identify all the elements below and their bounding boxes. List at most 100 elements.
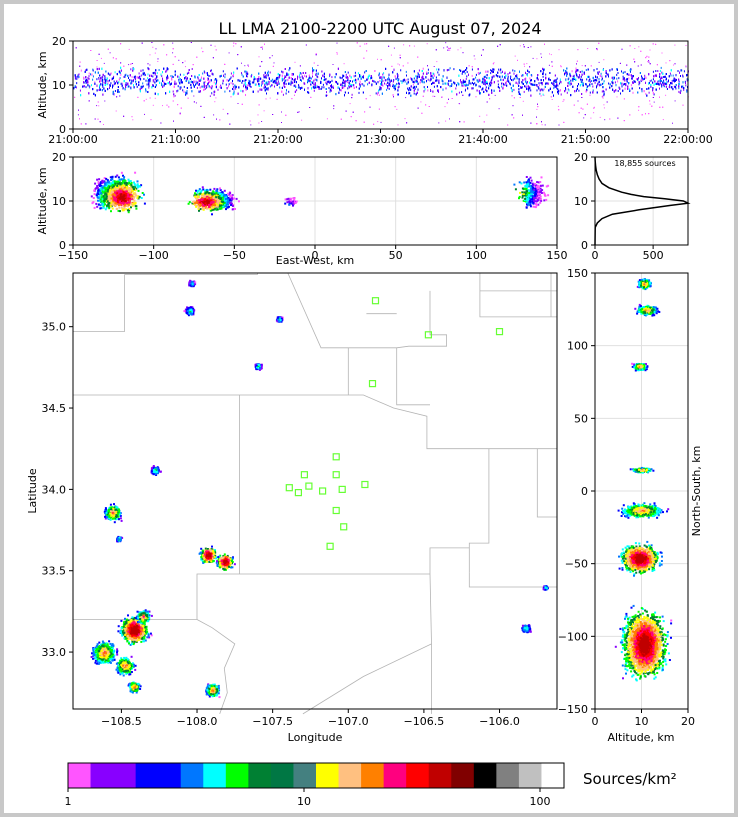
colorbar-swatch <box>338 763 362 788</box>
east-west-x-tick: 50 <box>389 245 403 262</box>
colorbar-swatch <box>361 763 385 788</box>
colorbar-swatch <box>90 763 114 788</box>
colorbar-swatch <box>135 763 159 788</box>
plan-view-x-tick-label: −106.5 <box>404 715 445 728</box>
histogram-y-tick-label: 10 <box>574 195 588 208</box>
plan-view-panel: −108.5 −108.0 −107.5 −107.0 −106.5 −106.0 33.0… <box>26 272 558 744</box>
histogram-y-tick-label: 0 <box>581 239 588 252</box>
east-west-altitude-xlabel: East-West, km <box>276 254 354 267</box>
east-west-x-tick-label: −150 <box>58 249 88 262</box>
time-altitude-x-tick-label: 21:50:00 <box>561 133 610 146</box>
colorbar-swatch <box>248 763 272 788</box>
colorbar-swatches <box>67 762 565 789</box>
time-altitude-x-tick: 21:30:00 <box>356 129 405 146</box>
lma-station-marker <box>361 480 369 489</box>
east-west-x-tick-label: 0 <box>312 249 319 262</box>
altitude-ns-x-tick-label: 0 <box>592 715 599 728</box>
colorbar-swatch <box>406 763 430 788</box>
histogram-x-tick-label: 0 <box>592 249 599 262</box>
plan-view-y-tick: 33.5 <box>42 565 73 578</box>
altitude-ns-y-tick-label: 100 <box>567 340 588 353</box>
east-west-x-tick: 0 <box>312 245 319 262</box>
plan-view-x-tick-label: −108.5 <box>101 715 142 728</box>
colorbar-swatch <box>316 763 339 788</box>
lma-station-marker <box>305 482 313 490</box>
colorbar-tick-label: 1 <box>65 795 72 808</box>
altitude-ns-y-tick-label: 50 <box>574 412 588 425</box>
time-altitude-x-tick: 21:20:00 <box>253 129 303 146</box>
colorbar-swatch <box>203 763 227 788</box>
plan-view-axes: −108.5 −108.0 −107.5 −107.0 −106.5 −106.0 33.0… <box>42 321 520 728</box>
histogram-y-tick: 10 <box>574 195 595 208</box>
altitude-histogram-axes: 0 500 0 10 20 <box>574 151 664 262</box>
time-altitude-x-tick: 21:10:00 <box>151 129 200 146</box>
east-west-altitude-sources <box>73 157 557 245</box>
altitude-ns-y-tick-label: −100 <box>558 630 588 643</box>
time-altitude-x-tick: 21:50:00 <box>561 129 610 146</box>
time-altitude-x-tick-label: 21:40:00 <box>458 133 507 146</box>
time-altitude-y-tick: 20 <box>52 35 73 48</box>
time-altitude-x-tick-label: 22:00:00 <box>663 133 712 146</box>
colorbar-ticks: 1 10 100 <box>65 788 551 808</box>
lma-station-marker <box>368 380 377 388</box>
time-altitude-y-tick-label: 20 <box>52 35 66 48</box>
plan-view-ylabel: Latitude <box>26 468 39 514</box>
altitude-ns-x-tick-label: 10 <box>635 715 649 728</box>
county-boundaries <box>73 272 557 715</box>
time-altitude-y-tick-label: 10 <box>52 79 66 92</box>
lma-station-marker <box>340 523 348 531</box>
time-altitude-x-tick: 22:00:00 <box>663 129 713 146</box>
east-west-x-tick-label: 150 <box>547 249 568 262</box>
plan-view-y-tick-label: 34.0 <box>42 483 67 496</box>
time-altitude-y-tick: 0 <box>59 123 73 136</box>
time-altitude-x-tick-label: 21:30:00 <box>356 133 405 146</box>
plan-view-x-tick: −108.5 <box>101 709 142 728</box>
lma-station-marker <box>294 489 302 497</box>
altitude-northsouth-axes: 0 10 20 −150 −100 −50 0 50 100 150 <box>558 267 695 728</box>
colorbar-swatch <box>225 763 249 788</box>
colorbar-tick-label: 100 <box>530 795 551 808</box>
histogram-x-tick: 0 <box>592 245 599 262</box>
lma-station-marker <box>424 331 432 339</box>
altitude-histogram-annotation: 18,855 sources <box>614 159 675 168</box>
plan-view-y-tick-label: 33.5 <box>42 565 67 578</box>
east-west-x-tick: −50 <box>223 245 246 262</box>
histogram-y-tick: 20 <box>574 151 595 164</box>
altitude-ns-x-tick: 20 <box>681 709 695 728</box>
colorbar-swatch <box>541 763 565 788</box>
altitude-ns-y-tick: 100 <box>567 340 595 353</box>
altitude-ns-y-tick: 150 <box>567 267 595 280</box>
time-altitude-axes: 21:00:00 21:10:00 21:20:00 21:30:00 21:40:00… <box>48 35 712 146</box>
colorbar-swatch <box>270 763 294 788</box>
altitude-ns-y-tick: −150 <box>558 703 595 716</box>
time-altitude-y-tick: 10 <box>52 79 73 92</box>
altitude-ns-x-tick-label: 20 <box>681 715 695 728</box>
plan-view-y-tick: 33.0 <box>42 646 73 659</box>
plan-view-x-tick-label: −108.0 <box>177 715 218 728</box>
plan-view-x-tick-label: −107.0 <box>328 715 369 728</box>
time-altitude-x-tick-label: 21:10:00 <box>151 133 200 146</box>
east-west-x-tick: 150 <box>547 245 568 262</box>
colorbar-swatch <box>113 763 137 788</box>
plan-view-y-tick-label: 33.0 <box>42 646 67 659</box>
lma-station-marker <box>371 297 380 305</box>
lma-station-marker <box>495 328 504 336</box>
east-west-y-tick: 10 <box>52 195 73 208</box>
lma-station-marker <box>332 453 340 461</box>
east-west-x-tick-label: 100 <box>466 249 487 262</box>
altitude-ns-y-tick-label: −50 <box>565 558 588 571</box>
time-altitude-ylabel: Altitude, km <box>36 51 49 118</box>
east-west-y-tick: 20 <box>52 151 73 164</box>
east-west-y-tick-label: 20 <box>52 151 66 164</box>
east-west-y-tick-label: 0 <box>59 239 66 252</box>
plan-view-x-tick: −107.5 <box>252 709 293 728</box>
time-altitude-y-tick-label: 0 <box>59 123 66 136</box>
colorbar-label: Sources/km² <box>583 770 677 788</box>
colorbar-swatch <box>68 763 91 788</box>
east-west-y-tick-label: 10 <box>52 195 66 208</box>
plan-view-x-tick: −106.0 <box>479 709 520 728</box>
east-west-x-tick: −100 <box>139 245 169 262</box>
east-west-x-tick: −150 <box>58 245 88 262</box>
time-altitude-panel: 21:00:00 21:10:00 21:20:00 21:30:00 21:40:00… <box>36 35 713 146</box>
time-altitude-x-tick-label: 21:20:00 <box>253 133 302 146</box>
